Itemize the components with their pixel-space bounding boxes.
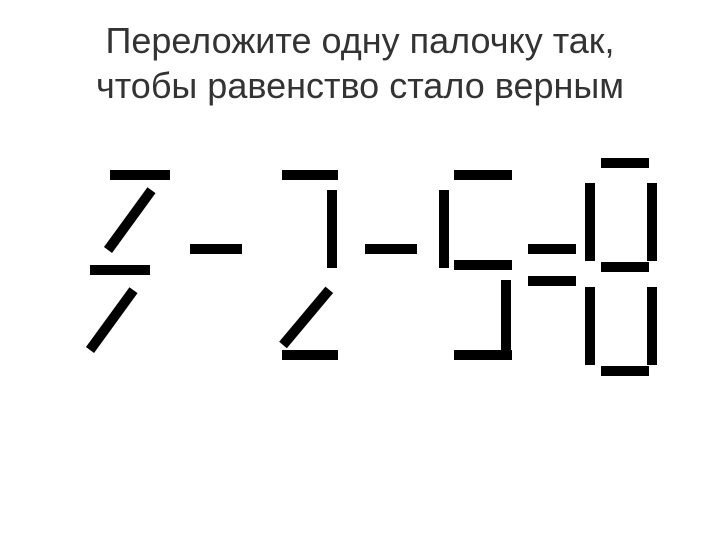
stick-d7-lower-diag — [86, 287, 138, 353]
stick-d5-br — [501, 280, 511, 358]
stick-d7-mid — [90, 265, 150, 275]
stick-d8-bl — [585, 287, 595, 365]
stick-d8-mid — [601, 262, 649, 272]
stick-d7-top — [110, 170, 170, 180]
stick-d2-bot — [282, 350, 338, 360]
stick-d5-tl — [439, 190, 449, 268]
stick-eq-bot — [528, 276, 576, 286]
stick-d5-bot — [454, 350, 512, 360]
stick-d8-top — [601, 158, 649, 168]
stick-d5-mid — [454, 260, 512, 270]
stick-d2-tr — [327, 190, 337, 268]
stick-minus2 — [365, 244, 417, 254]
stick-eq-top — [528, 244, 576, 254]
stick-d8-bot — [601, 366, 649, 376]
stick-d8-br — [647, 287, 657, 365]
stick-d2-diag — [279, 287, 333, 349]
matchstick-canvas — [0, 0, 720, 540]
stick-minus1 — [190, 244, 242, 254]
stick-d8-tl — [585, 183, 595, 261]
stick-d7-upper-diag — [104, 187, 156, 253]
stick-d8-tr — [647, 183, 657, 261]
stick-d2-top — [282, 170, 338, 180]
stick-d5-top — [454, 170, 512, 180]
